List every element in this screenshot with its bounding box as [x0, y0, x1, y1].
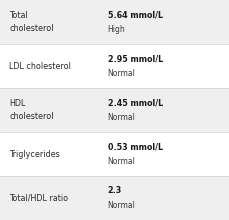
Bar	[0, 176, 229, 220]
Text: Normal: Normal	[108, 201, 136, 209]
Text: Normal: Normal	[108, 113, 136, 121]
Bar	[0, 44, 229, 88]
Bar	[0, 132, 229, 176]
Text: Normal: Normal	[108, 69, 136, 77]
Text: Normal: Normal	[108, 157, 136, 165]
Text: 5.64 mmol/L: 5.64 mmol/L	[108, 11, 163, 19]
Text: cholesterol: cholesterol	[9, 24, 54, 33]
Text: High: High	[108, 25, 125, 33]
Text: LDL cholesterol: LDL cholesterol	[9, 62, 71, 70]
Bar	[0, 0, 229, 44]
Text: 2.95 mmol/L: 2.95 mmol/L	[108, 55, 163, 63]
Text: 2.3: 2.3	[108, 187, 122, 195]
Text: 0.53 mmol/L: 0.53 mmol/L	[108, 143, 163, 151]
Bar	[0, 88, 229, 132]
Text: Total/HDL ratio: Total/HDL ratio	[9, 194, 68, 202]
Text: HDL: HDL	[9, 99, 26, 108]
Text: 2.45 mmol/L: 2.45 mmol/L	[108, 99, 163, 107]
Text: Total: Total	[9, 11, 28, 20]
Text: cholesterol: cholesterol	[9, 112, 54, 121]
Text: Triglycerides: Triglycerides	[9, 150, 60, 158]
